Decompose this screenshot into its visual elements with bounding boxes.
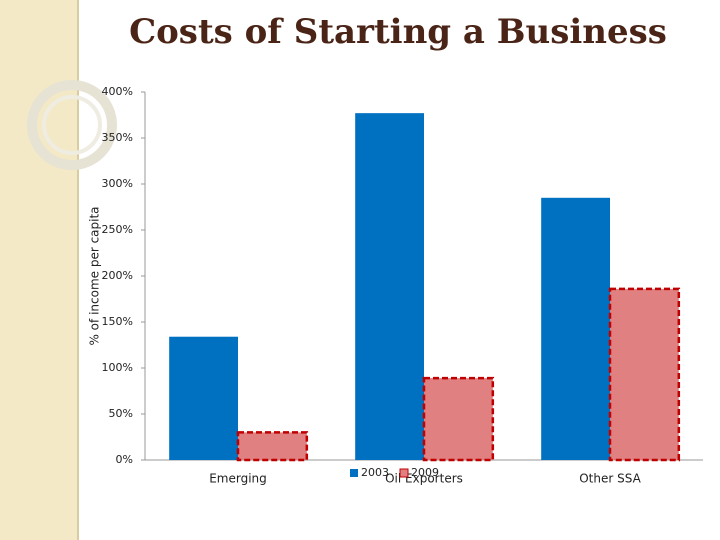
y-tick-label: 350%: [102, 131, 133, 144]
x-tick-label: Other SSA: [579, 472, 641, 486]
legend-swatch: [350, 469, 358, 477]
chart-title: Costs of Starting a Business: [129, 12, 667, 52]
decor-circle: [27, 80, 117, 170]
y-tick-label: 400%: [102, 85, 133, 98]
x-tick-label: Emerging: [209, 472, 267, 486]
y-tick-label: 0%: [116, 453, 133, 466]
legend-label: 2009: [411, 466, 439, 479]
bar: [236, 431, 309, 462]
bar: [355, 113, 424, 460]
bar: [169, 336, 238, 460]
bar: [541, 197, 610, 461]
bar: [422, 376, 495, 462]
y-tick-label: 250%: [102, 223, 133, 236]
legend-swatch: [399, 468, 409, 478]
y-tick-label: 50%: [109, 407, 133, 420]
y-tick-label: 100%: [102, 361, 133, 374]
y-axis-label: % of income per capita: [88, 206, 102, 345]
legend-label: 2003: [361, 466, 389, 479]
y-tick-label: 200%: [102, 269, 133, 282]
decor-circle: [42, 95, 102, 155]
y-tick-label: 300%: [102, 177, 133, 190]
y-tick-label: 150%: [102, 315, 133, 328]
bar: [608, 287, 681, 462]
